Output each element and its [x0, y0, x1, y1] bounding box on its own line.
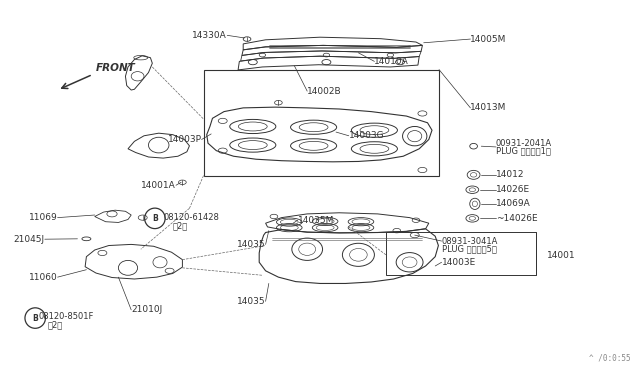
Text: 14035: 14035	[237, 297, 266, 306]
Text: 14005M: 14005M	[470, 35, 507, 44]
Text: 08120-8501F: 08120-8501F	[38, 312, 94, 321]
Text: 08931-3041A: 08931-3041A	[442, 237, 498, 246]
Text: 21010J: 21010J	[131, 305, 163, 314]
Text: 14003G: 14003G	[349, 131, 385, 140]
Text: PLUG プラグ（5）: PLUG プラグ（5）	[442, 244, 497, 253]
Bar	[204, 70, 439, 176]
Text: 14010A: 14010A	[374, 57, 409, 66]
Text: 14001: 14001	[547, 251, 576, 260]
Text: ^ /0:0:55: ^ /0:0:55	[589, 354, 630, 363]
Text: PLUG プラグ（1）: PLUG プラグ（1）	[496, 147, 551, 155]
Text: 14069A: 14069A	[496, 199, 531, 208]
Text: 14330A: 14330A	[193, 31, 227, 40]
Text: （2）: （2）	[48, 320, 63, 329]
Text: B: B	[33, 314, 38, 323]
Text: 21045J: 21045J	[13, 235, 45, 244]
Text: FRONT: FRONT	[96, 63, 136, 73]
Text: 14012: 14012	[496, 170, 525, 179]
Text: （2）: （2）	[173, 221, 188, 230]
Bar	[386, 232, 536, 275]
Text: 11060: 11060	[29, 273, 58, 282]
Text: 14003P: 14003P	[168, 135, 202, 144]
Text: B: B	[152, 214, 157, 223]
Text: 14002B: 14002B	[307, 87, 342, 96]
Text: 14035: 14035	[237, 240, 266, 249]
Text: 14026E: 14026E	[496, 185, 530, 194]
Text: ~14026E: ~14026E	[496, 214, 538, 223]
Text: 08120-61428: 08120-61428	[163, 213, 219, 222]
Text: 14001A: 14001A	[141, 181, 176, 190]
Text: 11069: 11069	[29, 213, 58, 222]
Text: 14003E: 14003E	[442, 258, 476, 267]
Text: 14013M: 14013M	[470, 103, 507, 112]
Text: 00931-2041A: 00931-2041A	[496, 139, 552, 148]
Text: 14035M: 14035M	[298, 216, 334, 225]
